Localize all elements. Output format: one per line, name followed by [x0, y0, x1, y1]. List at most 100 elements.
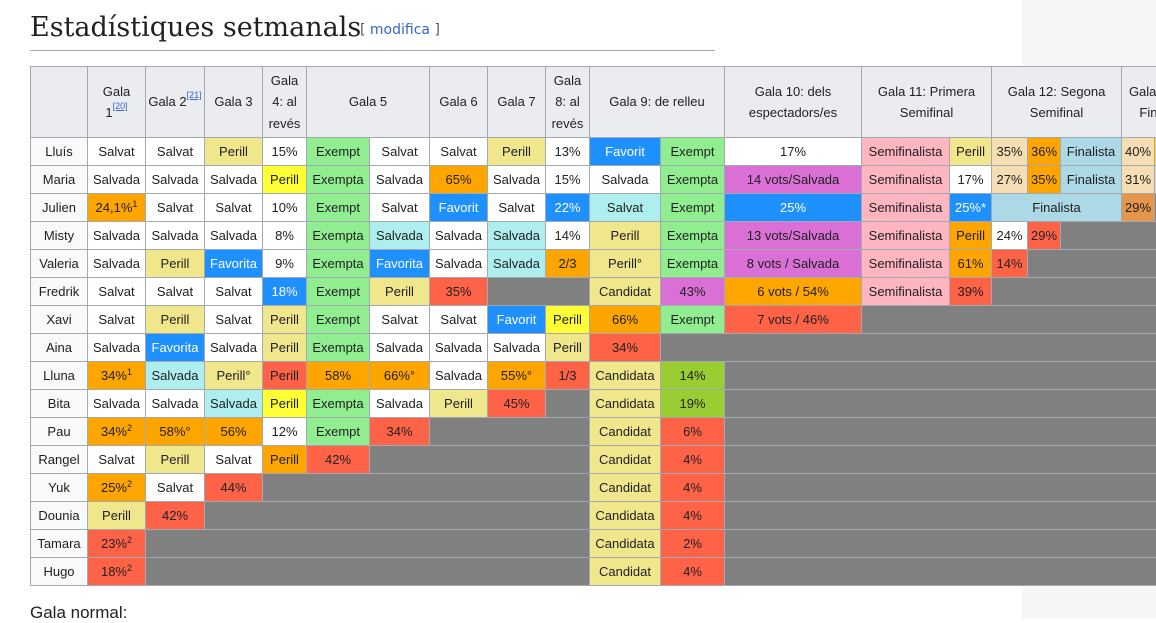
- result-cell: Salvat: [88, 278, 146, 306]
- result-cell: Exempta: [661, 250, 725, 278]
- cell-value: Favorita: [152, 340, 199, 355]
- contestant-name: Julien: [31, 194, 88, 222]
- result-cell: 4%: [661, 502, 725, 530]
- result-cell: 65%: [430, 166, 488, 194]
- contestant-name: Tamara: [31, 530, 88, 558]
- cell-value: 23%: [101, 536, 127, 551]
- result-cell: 6 vots / 54%: [725, 278, 862, 306]
- empty-cell: [725, 446, 1156, 474]
- empty-cell: [430, 418, 590, 446]
- cell-value: Salvada: [93, 340, 140, 355]
- cell-value: Favorit: [497, 312, 537, 327]
- contestant-name: Misty: [31, 222, 88, 250]
- cell-value: 31%: [1125, 172, 1151, 187]
- cell-value: Salvat: [215, 200, 251, 215]
- cell-value: 22%: [554, 200, 580, 215]
- empty-cell: [725, 390, 1156, 418]
- result-cell: Salvada: [146, 222, 205, 250]
- result-cell: 45%: [488, 390, 546, 418]
- header-gala-7: Gala 7: [488, 67, 546, 138]
- cell-value: 58%: [325, 368, 351, 383]
- cell-value: 17%: [958, 172, 984, 187]
- cell-value: 42%: [325, 452, 351, 467]
- cell-value: Salvada: [493, 228, 540, 243]
- cell-value: 13 vots/Salvada: [747, 228, 840, 243]
- cell-value: Perill: [270, 396, 299, 411]
- result-cell: Salvat: [488, 194, 546, 222]
- cell-value: Salvat: [215, 284, 251, 299]
- cell-value: 2/3: [558, 256, 576, 271]
- result-cell: Perill: [263, 446, 307, 474]
- cell-value: 8%: [275, 228, 294, 243]
- cell-value: Perill: [270, 312, 299, 327]
- result-cell: 8%: [263, 222, 307, 250]
- cell-value: Perill: [161, 312, 190, 327]
- result-cell: Favorita: [146, 334, 205, 362]
- header-label: Gala 2: [148, 94, 186, 109]
- result-cell: Perill: [146, 306, 205, 334]
- result-cell: 40%: [1122, 138, 1155, 166]
- reference-link[interactable]: [20]: [113, 101, 128, 111]
- result-cell: Semifinalista: [862, 138, 950, 166]
- result-cell: 18%2: [88, 558, 146, 586]
- result-cell: Salvada: [370, 390, 430, 418]
- result-cell: Perill: [488, 138, 546, 166]
- reference-link[interactable]: [21]: [187, 90, 202, 100]
- cell-value: Exempt: [670, 200, 714, 215]
- empty-cell: [992, 278, 1156, 306]
- header-label: Gala 11: Primera Semifinal: [878, 84, 975, 121]
- result-cell: Exempta: [307, 222, 370, 250]
- result-cell: Salvada: [205, 222, 263, 250]
- cell-value: 34%: [612, 340, 638, 355]
- cell-value: Perill: [270, 340, 299, 355]
- result-cell: Semifinalista: [862, 194, 950, 222]
- header-corner: [31, 67, 88, 138]
- result-cell: Perill: [370, 278, 430, 306]
- result-cell: Exempta: [307, 334, 370, 362]
- result-cell: 58%: [307, 362, 370, 390]
- result-cell: 2%: [661, 530, 725, 558]
- result-cell: Exempta: [307, 250, 370, 278]
- cell-value: 58%°: [159, 424, 190, 439]
- result-cell: Salvat: [430, 138, 488, 166]
- result-cell: Salvada: [430, 250, 488, 278]
- result-cell: Salvada: [88, 334, 146, 362]
- cell-value: 10%: [271, 200, 297, 215]
- footnote-marker: 1: [132, 199, 137, 209]
- cell-value: Salvada: [152, 396, 199, 411]
- cell-value: Candidat: [599, 564, 651, 579]
- cell-value: 13%: [554, 144, 580, 159]
- edit-bracket-open: [: [360, 22, 370, 38]
- result-cell: 10%: [263, 194, 307, 222]
- result-cell: 29%: [1028, 222, 1061, 250]
- result-cell: Salvat: [590, 194, 661, 222]
- result-cell: 36%: [1028, 138, 1061, 166]
- header-label: Gala 8: al revés: [552, 73, 584, 131]
- result-cell: Perill: [950, 222, 992, 250]
- result-cell: 14%: [546, 222, 590, 250]
- result-cell: 12%: [263, 418, 307, 446]
- result-cell: Favorita: [205, 250, 263, 278]
- edit-section-link[interactable]: modifica: [370, 22, 430, 38]
- result-cell: Candidat: [590, 558, 661, 586]
- contestant-name: Bita: [31, 390, 88, 418]
- result-cell: Salvat: [205, 278, 263, 306]
- edit-section: [ modifica ]: [360, 22, 440, 38]
- footer-text: Gala normal:: [30, 603, 127, 623]
- cell-value: 6 vots / 54%: [757, 284, 829, 299]
- result-cell: Perill: [546, 334, 590, 362]
- cell-value: Exempt: [316, 424, 360, 439]
- cell-value: 44%: [220, 480, 246, 495]
- cell-value: 18%: [271, 284, 297, 299]
- result-cell: 15%: [546, 166, 590, 194]
- cell-value: Candidata: [595, 396, 654, 411]
- result-cell: Salvat: [205, 194, 263, 222]
- result-cell: Exempt: [661, 138, 725, 166]
- header-gala-3: Gala 3: [205, 67, 263, 138]
